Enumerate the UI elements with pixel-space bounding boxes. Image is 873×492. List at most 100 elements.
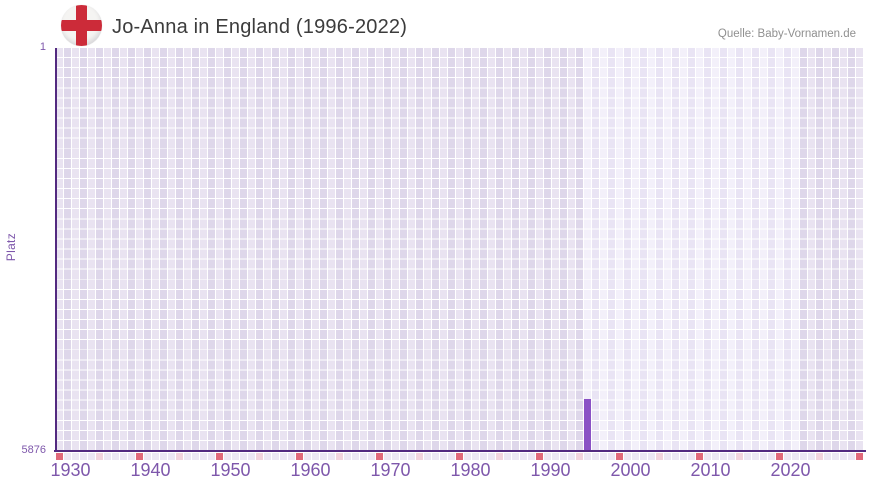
year-tick-1987	[512, 453, 519, 460]
x-tick-label-1950: 1950	[210, 460, 251, 480]
grid-column-1955	[256, 48, 263, 451]
year-tick-1949	[208, 453, 215, 460]
year-tick-2004	[648, 453, 655, 460]
year-tick-1933	[80, 453, 87, 460]
plot-area	[56, 48, 864, 451]
grid-column-1967	[352, 48, 359, 451]
year-tick-2014	[728, 453, 735, 460]
year-tick-2021	[784, 453, 791, 460]
year-tick-2006	[664, 453, 671, 460]
year-tick-1958	[280, 453, 287, 460]
year-tick-1953	[240, 453, 247, 460]
grid-column-1964	[328, 48, 335, 451]
year-tick-2009	[688, 453, 695, 460]
year-tick-1971	[384, 453, 391, 460]
year-tick-1995	[576, 453, 583, 460]
year-tick-2029	[848, 453, 855, 460]
year-tick-2005	[656, 453, 663, 460]
grid-column-2021	[784, 48, 791, 451]
x-axis-labels: 1930 1940 1950 1960 1970 1980 1990 2000 2010 2020	[0, 460, 873, 484]
year-tick-1969	[368, 453, 375, 460]
year-tick-1963	[320, 453, 327, 460]
grid-column-2026	[824, 48, 831, 451]
year-tick-2019	[768, 453, 775, 460]
grid-column-1939	[128, 48, 135, 451]
rank-bar-1996[interactable]	[584, 399, 591, 451]
grid-column-1953	[240, 48, 247, 451]
year-tick-2008	[680, 453, 687, 460]
year-tick-2000	[616, 453, 623, 460]
grid-column-1983	[480, 48, 487, 451]
grid-column-1954	[248, 48, 255, 451]
year-tick-1938	[120, 453, 127, 460]
year-tick-1952	[232, 453, 239, 460]
year-tick-1950	[216, 453, 223, 460]
year-tick-1954	[248, 453, 255, 460]
y-axis-title: Platz	[4, 233, 18, 262]
year-tick-1996	[584, 453, 591, 460]
year-tick-1970	[376, 453, 383, 460]
grid-column-2008	[680, 48, 687, 451]
year-tick-2026	[824, 453, 831, 460]
grid-column-1973	[400, 48, 407, 451]
grid-column-1970	[376, 48, 383, 451]
year-tick-2017	[752, 453, 759, 460]
grid-column-1979	[448, 48, 455, 451]
year-tick-1940	[136, 453, 143, 460]
grid-column-1944	[168, 48, 175, 451]
year-tick-1988	[520, 453, 527, 460]
flag-cross-vertical	[76, 5, 87, 46]
year-tick-1931	[64, 453, 71, 460]
grid-column-1976	[424, 48, 431, 451]
x-tick-label-1970: 1970	[370, 460, 411, 480]
year-tick-1935	[96, 453, 103, 460]
year-tick-1999	[608, 453, 615, 460]
year-tick-1964	[328, 453, 335, 460]
x-axis-line	[54, 450, 866, 452]
x-tick-label-1990: 1990	[530, 460, 571, 480]
year-tick-1977	[432, 453, 439, 460]
year-tick-2015	[736, 453, 743, 460]
grid-column-1940	[136, 48, 143, 451]
grid-column-1946	[184, 48, 191, 451]
grid-column-1957	[272, 48, 279, 451]
grid-column-2006	[664, 48, 671, 451]
year-tick-1994	[568, 453, 575, 460]
x-tick-label-1980: 1980	[450, 460, 491, 480]
grid-column-1938	[120, 48, 127, 451]
year-tick-1961	[304, 453, 311, 460]
grid-column-1960	[296, 48, 303, 451]
year-tick-2007	[672, 453, 679, 460]
grid-column-2004	[648, 48, 655, 451]
year-tick-1939	[128, 453, 135, 460]
grid-column-2018	[760, 48, 767, 451]
grid-column-1931	[64, 48, 71, 451]
grid-column-1933	[80, 48, 87, 451]
year-tick-1955	[256, 453, 263, 460]
grid-column-1993	[560, 48, 567, 451]
grid-column-1975	[416, 48, 423, 451]
grid-column-1986	[504, 48, 511, 451]
grid-column-1966	[344, 48, 351, 451]
grid-column-2009	[688, 48, 695, 451]
grid-column-2028	[840, 48, 847, 451]
grid-column-2005	[656, 48, 663, 451]
year-tick-1934	[88, 453, 95, 460]
year-tick-1947	[192, 453, 199, 460]
year-tick-2016	[744, 453, 751, 460]
grid-column-1951	[224, 48, 231, 451]
source-credit: Quelle: Baby-Vornamen.de	[717, 28, 856, 40]
grid-column-2016	[744, 48, 751, 451]
year-tick-1957	[272, 453, 279, 460]
grid-column-1958	[280, 48, 287, 451]
grid-column-1935	[96, 48, 103, 451]
grid-column-1989	[528, 48, 535, 451]
grid-column-1971	[384, 48, 391, 451]
x-tick-label-2000: 2000	[610, 460, 651, 480]
grid-column-2011	[704, 48, 711, 451]
grid-column-1959	[288, 48, 295, 451]
year-tick-2011	[704, 453, 711, 460]
grid-column-1974	[408, 48, 415, 451]
year-tick-1968	[360, 453, 367, 460]
year-tick-1978	[440, 453, 447, 460]
